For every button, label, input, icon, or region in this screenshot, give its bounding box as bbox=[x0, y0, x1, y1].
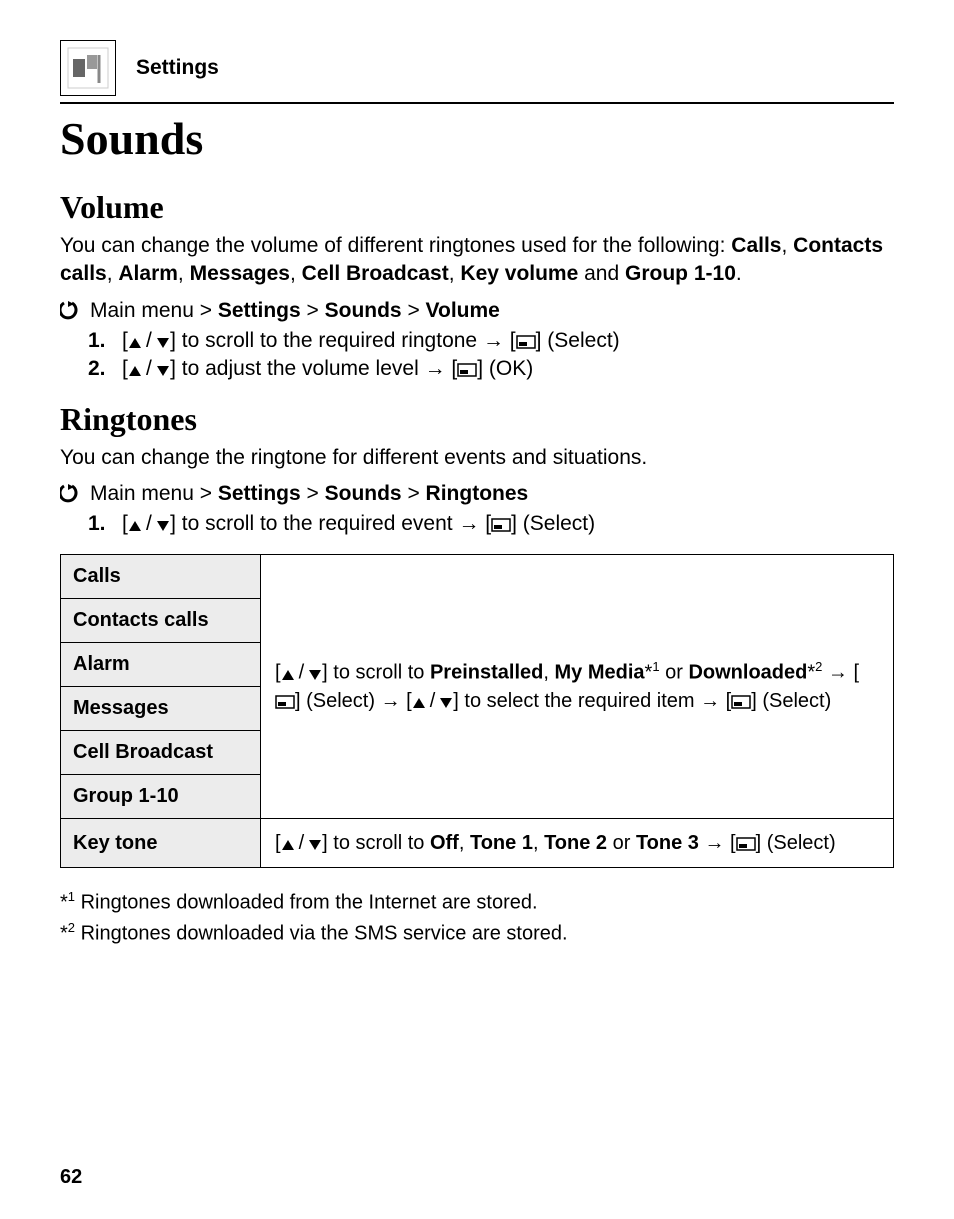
softkey-icon bbox=[491, 518, 511, 532]
softkey-icon bbox=[736, 837, 756, 851]
volume-nav: Main menu > Settings > Sounds > Volume bbox=[60, 299, 894, 323]
softkey-icon bbox=[731, 695, 751, 709]
up-triangle-icon bbox=[412, 697, 426, 709]
header-section-label: Settings bbox=[136, 56, 219, 80]
ringtones-step-1: 1. [ / ] to scroll to the required event… bbox=[88, 512, 894, 536]
row-label: Calls bbox=[61, 555, 261, 599]
up-triangle-icon bbox=[281, 669, 295, 681]
step-text: [ / ] to scroll to the required event → … bbox=[122, 512, 595, 536]
up-triangle-icon bbox=[128, 365, 142, 377]
page-title: Sounds bbox=[60, 112, 894, 165]
nav-text: Main menu > Settings > Sounds > Volume bbox=[90, 299, 500, 323]
volume-step-2: 2. [ / ] to adjust the volume level → []… bbox=[88, 357, 894, 381]
down-triangle-icon bbox=[156, 337, 170, 349]
down-triangle-icon bbox=[308, 669, 322, 681]
up-triangle-icon bbox=[128, 337, 142, 349]
down-triangle-icon bbox=[439, 697, 453, 709]
step-number: 2. bbox=[88, 357, 122, 381]
footnote-2: *2 Ringtones downloaded via the SMS serv… bbox=[60, 919, 894, 948]
row-label: Group 1-10 bbox=[61, 775, 261, 819]
down-triangle-icon bbox=[156, 365, 170, 377]
footnote-1: *1 Ringtones downloaded from the Interne… bbox=[60, 888, 894, 917]
row-description: [ / ] to scroll to Preinstalled, My Medi… bbox=[261, 555, 894, 819]
up-triangle-icon bbox=[128, 520, 142, 532]
page-number: 62 bbox=[60, 1166, 82, 1189]
ringtones-table: Calls [ / ] to scroll to Preinstalled, M… bbox=[60, 554, 894, 868]
ringtones-heading: Ringtones bbox=[60, 401, 894, 438]
volume-step-1: 1. [ / ] to scroll to the required ringt… bbox=[88, 329, 894, 353]
row-label: Messages bbox=[61, 687, 261, 731]
nav-arrow-icon bbox=[60, 482, 84, 506]
ringtones-nav: Main menu > Settings > Sounds > Ringtone… bbox=[60, 482, 894, 506]
table-row: Calls [ / ] to scroll to Preinstalled, M… bbox=[61, 555, 894, 599]
up-triangle-icon bbox=[281, 839, 295, 851]
step-number: 1. bbox=[88, 512, 122, 536]
table-row: Key tone [ / ] to scroll to Off, Tone 1,… bbox=[61, 819, 894, 868]
step-text: [ / ] to scroll to the required ringtone… bbox=[122, 329, 620, 353]
header-row: Settings bbox=[60, 40, 894, 104]
footnotes: *1 Ringtones downloaded from the Interne… bbox=[60, 888, 894, 947]
ringtones-steps: 1. [ / ] to scroll to the required event… bbox=[88, 512, 894, 536]
row-label: Key tone bbox=[61, 819, 261, 868]
nav-arrow-icon bbox=[60, 299, 84, 323]
volume-heading: Volume bbox=[60, 189, 894, 226]
softkey-icon bbox=[457, 363, 477, 377]
nav-text: Main menu > Settings > Sounds > Ringtone… bbox=[90, 482, 528, 506]
row-label: Contacts calls bbox=[61, 599, 261, 643]
volume-intro: You can change the volume of different r… bbox=[60, 232, 894, 289]
step-text: [ / ] to adjust the volume level → [] (O… bbox=[122, 357, 533, 381]
ringtones-intro: You can change the ringtone for differen… bbox=[60, 444, 894, 472]
step-number: 1. bbox=[88, 329, 122, 353]
volume-steps: 1. [ / ] to scroll to the required ringt… bbox=[88, 329, 894, 381]
volume-intro-pre: You can change the volume of different r… bbox=[60, 234, 731, 257]
row-description: [ / ] to scroll to Off, Tone 1, Tone 2 o… bbox=[261, 819, 894, 868]
row-label: Alarm bbox=[61, 643, 261, 687]
down-triangle-icon bbox=[308, 839, 322, 851]
softkey-icon bbox=[275, 695, 295, 709]
row-label: Cell Broadcast bbox=[61, 731, 261, 775]
softkey-icon bbox=[516, 335, 536, 349]
section-icon bbox=[60, 40, 116, 96]
down-triangle-icon bbox=[156, 520, 170, 532]
